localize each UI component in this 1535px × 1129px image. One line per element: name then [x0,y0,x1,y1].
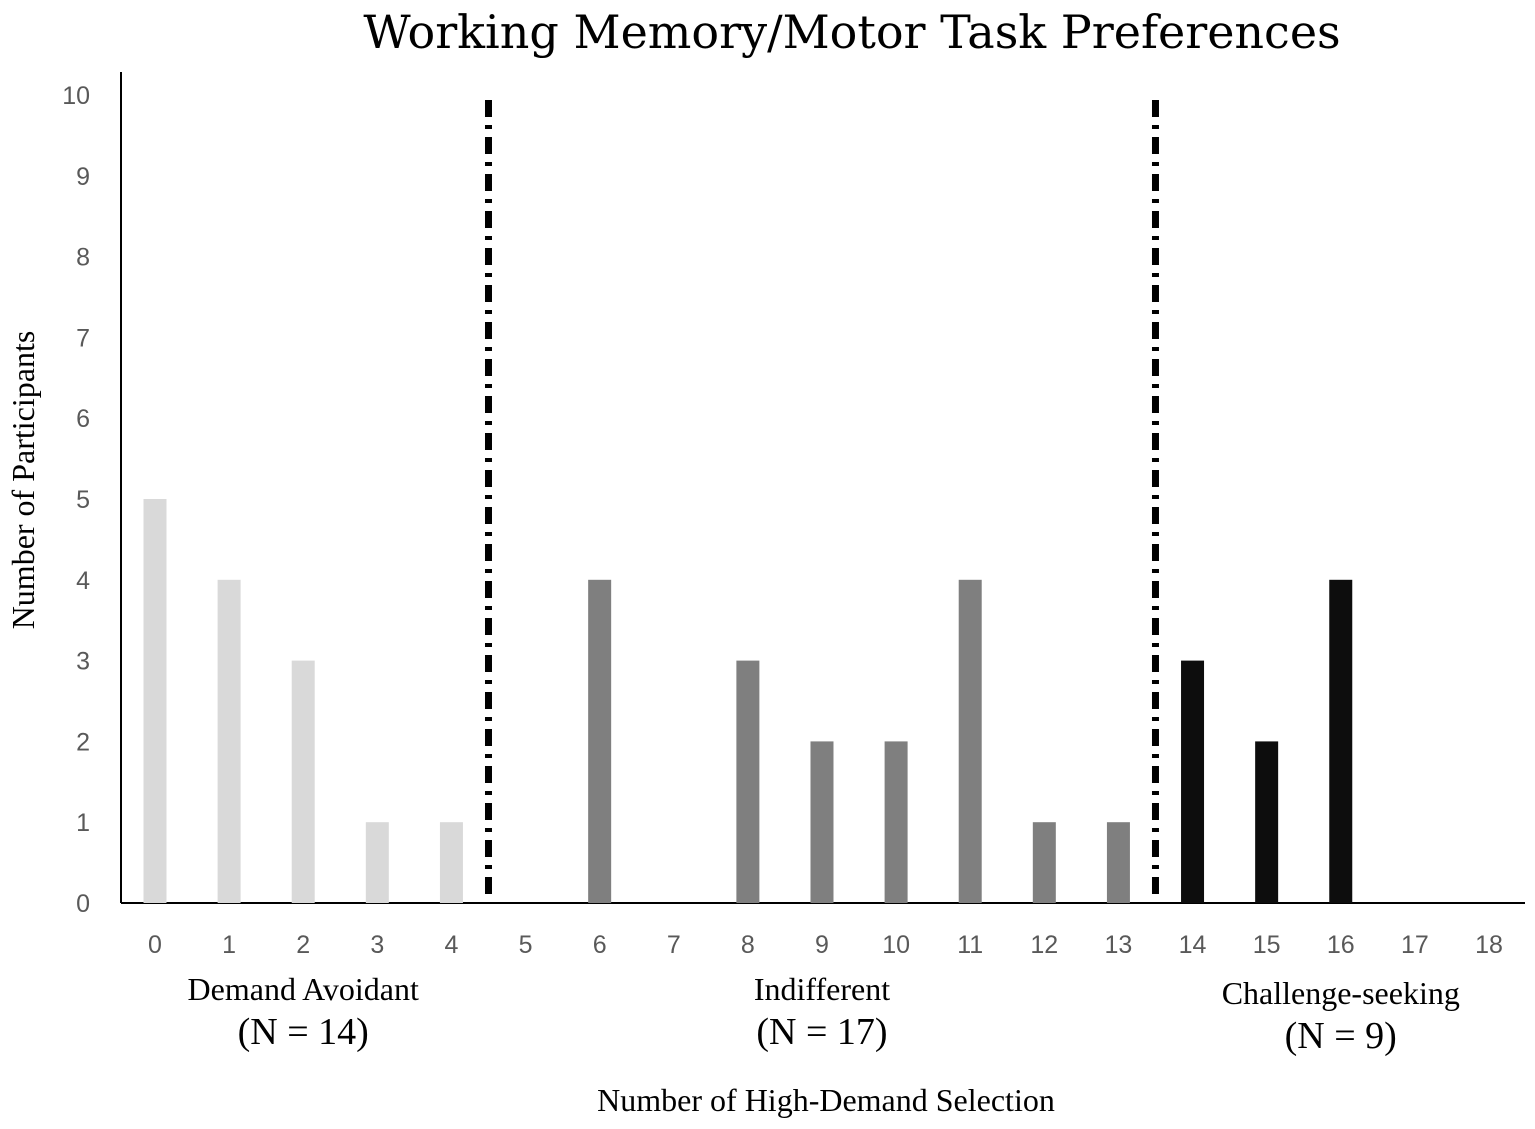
bar-11 [958,579,982,903]
group-label-challenge-seeking: Challenge-seeking [1222,975,1460,1011]
bar-6 [588,579,612,903]
x-tick-label: 14 [1179,931,1207,959]
x-tick-label: 5 [519,931,533,959]
x-tick-label: 18 [1475,931,1503,959]
group-label-indifferent: Indifferent [754,971,890,1007]
bars [143,499,1353,903]
bar-14 [1181,660,1205,903]
x-axis-label: Number of High-Demand Selection [597,1082,1055,1118]
group-count-indifferent: (N = 17) [756,1011,887,1053]
bar-1 [217,579,241,903]
y-tick-label: 4 [76,567,90,595]
y-tick-label: 3 [76,648,90,676]
y-tick-label: 7 [76,324,90,352]
bar-16 [1329,579,1353,903]
x-tick-label: 13 [1105,931,1133,959]
bar-3 [365,822,389,903]
bar-4 [439,822,463,903]
bar-2 [291,660,315,903]
y-tick-label: 2 [76,728,90,756]
bar-9 [810,741,834,903]
x-tick-label: 12 [1030,931,1058,959]
x-tick-labels: 0 1 2 3 4 5 6 7 8 9 10 11 12 13 14 15 16 17 18 [148,931,1503,959]
x-tick-label: 8 [741,931,755,959]
chart-title: Working Memory/Motor Task Preferences [363,5,1340,59]
y-tick-label: 10 [62,82,90,110]
bar-8 [736,660,760,903]
group-labels: Demand Avoidant (N = 14) Indifferent (N = 1… [188,971,1460,1057]
bar-15 [1255,741,1279,903]
y-tick-label: 5 [76,486,90,514]
bar-10 [884,741,908,903]
bar-0 [143,499,167,903]
bar-13 [1106,822,1130,903]
group-count-demand-avoidant: (N = 14) [238,1011,369,1053]
y-tick-label: 1 [76,809,90,837]
x-tick-label: 9 [815,931,829,959]
y-tick-labels: 0 1 2 3 4 5 6 7 8 9 10 [62,82,90,918]
y-axis-label: Number of Participants [5,331,41,630]
y-tick-label: 9 [76,163,90,191]
x-tick-label: 1 [222,931,236,959]
group-count-challenge-seeking: (N = 9) [1285,1015,1397,1057]
x-tick-label: 17 [1401,931,1429,959]
x-tick-label: 2 [296,931,310,959]
group-dividers [484,100,1159,903]
x-tick-label: 16 [1327,931,1355,959]
x-tick-label: 6 [593,931,607,959]
bar-12 [1032,822,1056,903]
x-tick-label: 3 [370,931,384,959]
y-tick-label: 0 [76,890,90,918]
x-tick-label: 0 [148,931,162,959]
y-tick-label: 6 [76,405,90,433]
x-tick-label: 11 [957,931,983,959]
x-tick-label: 10 [882,931,910,959]
x-tick-label: 4 [444,931,458,959]
x-tick-label: 15 [1253,931,1281,959]
group-label-demand-avoidant: Demand Avoidant [188,971,419,1007]
y-tick-label: 8 [76,244,90,272]
x-tick-label: 7 [667,931,681,959]
